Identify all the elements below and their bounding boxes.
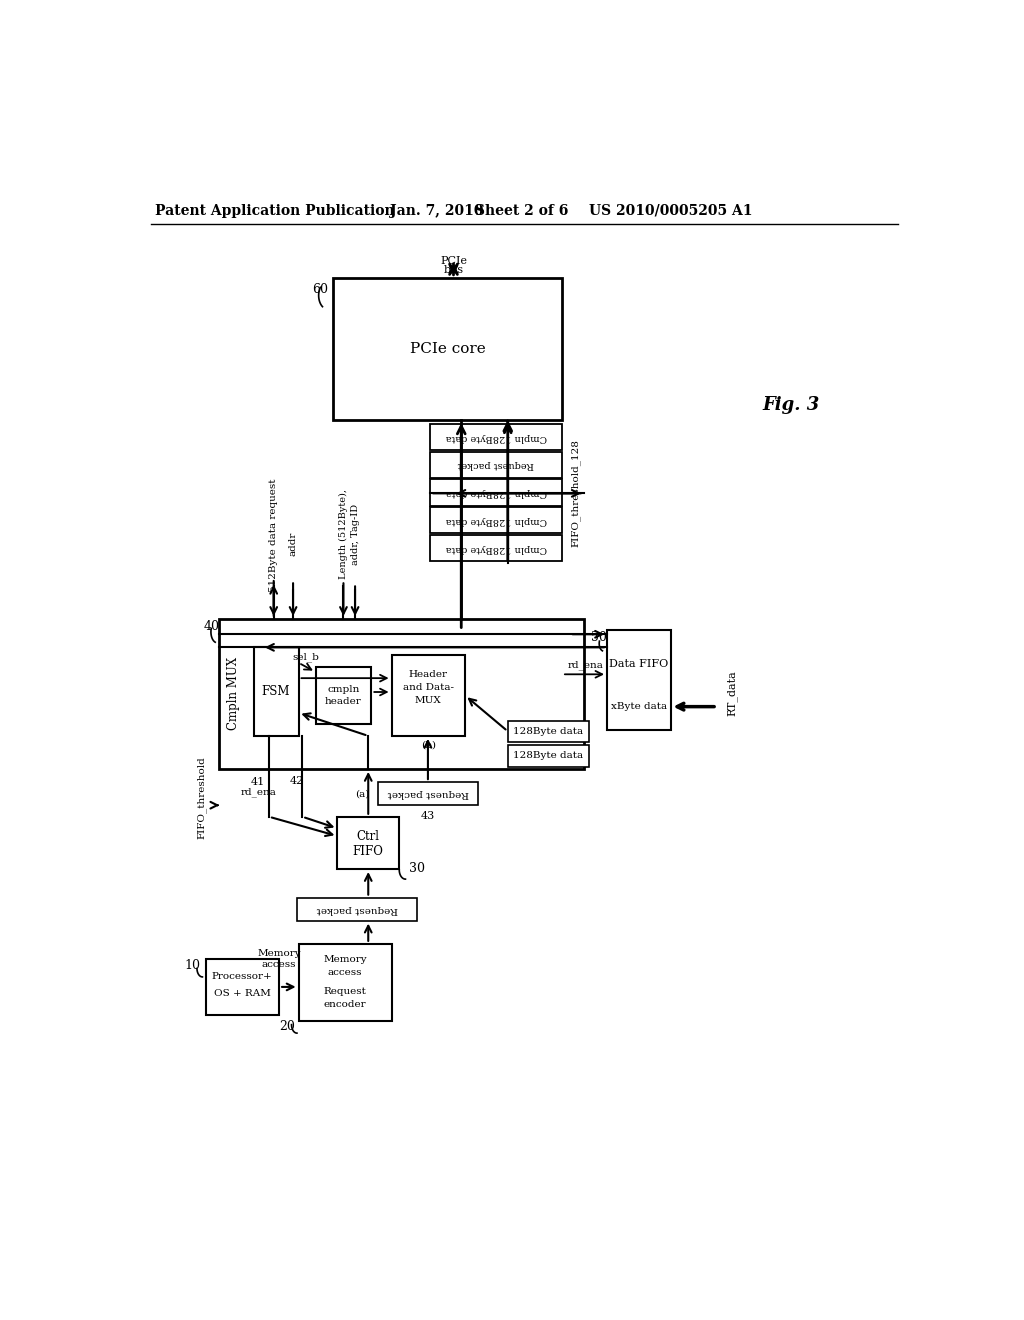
- Text: 41: 41: [251, 777, 265, 787]
- Text: (a): (a): [355, 789, 370, 799]
- Text: Cmpln 128Byte data: Cmpln 128Byte data: [445, 544, 547, 553]
- Bar: [378, 781, 478, 805]
- Text: PCIe core: PCIe core: [410, 342, 485, 356]
- Bar: [206, 960, 280, 1015]
- Bar: [337, 817, 399, 869]
- Text: xByte data: xByte data: [610, 702, 667, 711]
- Bar: [297, 898, 417, 921]
- Text: 40: 40: [204, 620, 220, 634]
- Text: Header: Header: [409, 669, 447, 678]
- Bar: [299, 944, 391, 1020]
- Text: Request packet: Request packet: [316, 904, 397, 913]
- Bar: [254, 647, 299, 737]
- Text: header: header: [325, 697, 361, 706]
- Text: Cmpln MUX: Cmpln MUX: [227, 657, 240, 730]
- Text: encoder: encoder: [324, 1001, 367, 1008]
- Text: Request packet: Request packet: [458, 461, 535, 470]
- Text: Request packet: Request packet: [387, 789, 469, 799]
- Text: 128Byte data: 128Byte data: [513, 751, 584, 760]
- Text: (b): (b): [421, 741, 436, 750]
- Text: bus: bus: [443, 265, 464, 275]
- Bar: [430, 479, 562, 506]
- Text: Cmpln 128Byte data: Cmpln 128Byte data: [445, 488, 547, 498]
- Bar: [508, 721, 589, 742]
- Text: sel_b: sel_b: [293, 652, 319, 663]
- Text: Length (512Byte),: Length (512Byte),: [339, 490, 348, 579]
- Text: MUX: MUX: [415, 696, 441, 705]
- Text: access: access: [328, 968, 362, 977]
- Text: 43: 43: [421, 810, 435, 821]
- Text: Jan. 7, 2010: Jan. 7, 2010: [390, 203, 483, 218]
- Text: FSM: FSM: [262, 685, 290, 698]
- Text: 10: 10: [184, 958, 200, 972]
- Bar: [315, 667, 372, 725]
- Text: 30: 30: [409, 862, 425, 875]
- Text: and Data-: and Data-: [402, 682, 454, 692]
- Text: 42: 42: [290, 776, 304, 785]
- Text: addr: addr: [289, 531, 298, 556]
- Text: RT_data: RT_data: [727, 671, 738, 717]
- Bar: [508, 744, 589, 767]
- Text: Cmpln 128Byte data: Cmpln 128Byte data: [445, 433, 547, 442]
- Text: Fig. 3: Fig. 3: [762, 396, 819, 413]
- Bar: [430, 424, 562, 450]
- Text: FIFO_threshold: FIFO_threshold: [197, 756, 207, 840]
- Bar: [391, 655, 465, 737]
- Text: cmpln: cmpln: [328, 685, 359, 694]
- Text: 128Byte data: 128Byte data: [513, 727, 584, 735]
- Text: Request: Request: [324, 987, 367, 997]
- Text: PCIe: PCIe: [440, 256, 467, 265]
- Text: Memory
access: Memory access: [257, 949, 301, 969]
- Text: FIFO_threshold_128: FIFO_threshold_128: [571, 440, 581, 548]
- Text: Sheet 2 of 6: Sheet 2 of 6: [475, 203, 568, 218]
- Text: 60: 60: [312, 282, 329, 296]
- Text: rd_ena: rd_ena: [567, 660, 603, 671]
- Text: US 2010/0005205 A1: US 2010/0005205 A1: [589, 203, 753, 218]
- Bar: [430, 535, 562, 561]
- Text: rd_ena: rd_ena: [241, 787, 276, 797]
- Text: addr, Tag-ID: addr, Tag-ID: [350, 504, 359, 565]
- Text: Memory: Memory: [324, 954, 367, 964]
- Text: Processor+: Processor+: [212, 972, 272, 981]
- Bar: [430, 507, 562, 533]
- Text: Data FIFO: Data FIFO: [609, 659, 669, 669]
- Text: OS + RAM: OS + RAM: [214, 989, 270, 998]
- Bar: [219, 619, 584, 770]
- Text: Ctrl: Ctrl: [356, 829, 380, 842]
- Bar: [607, 630, 671, 730]
- Text: 20: 20: [279, 1019, 295, 1032]
- Text: FIFO: FIFO: [353, 845, 384, 858]
- Text: Patent Application Publication: Patent Application Publication: [156, 203, 395, 218]
- Text: 512Byte data request: 512Byte data request: [269, 479, 279, 593]
- Text: 50: 50: [591, 631, 607, 644]
- Bar: [430, 451, 562, 478]
- Bar: [334, 277, 562, 420]
- Text: Cmpln 128Byte data: Cmpln 128Byte data: [445, 516, 547, 525]
